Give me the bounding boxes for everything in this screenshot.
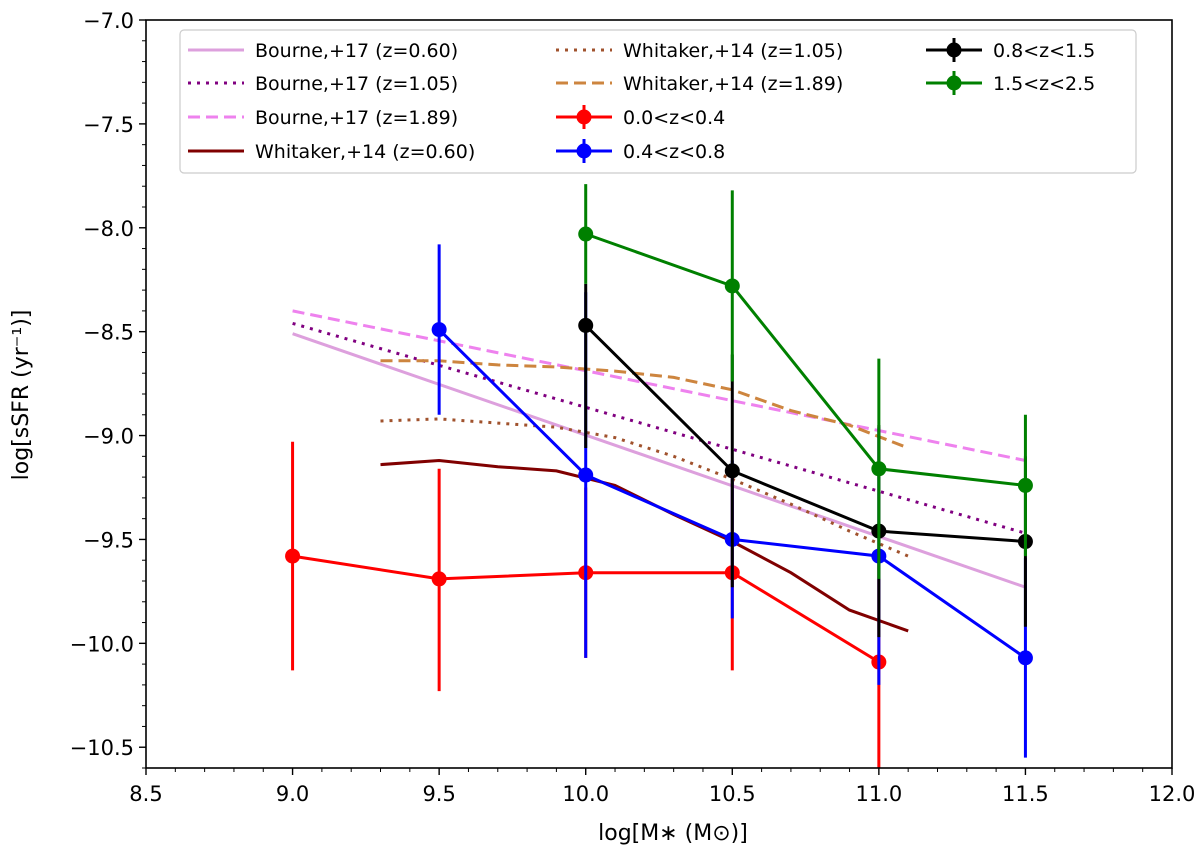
data-point-8-1 bbox=[724, 463, 740, 479]
legend-swatch-marker bbox=[946, 75, 962, 91]
legend-label: Bourne,+17 (z=0.60) bbox=[255, 40, 458, 62]
legend-entry-9: 1.5<z<2.5 bbox=[926, 71, 1095, 95]
axes: 8.5 9.0 9.5 10.0 10.5 11.0 11.5 12.0 −7.0 −7.5 −8.… bbox=[70, 9, 1196, 806]
legend-entry-3: Whitaker,+14 (z=0.60) bbox=[188, 141, 475, 163]
data-point-7-4 bbox=[1017, 650, 1033, 666]
data-point-6-0 bbox=[285, 548, 301, 564]
x-tick-label: 11.0 bbox=[855, 782, 902, 806]
series-line-8 bbox=[584, 324, 1026, 543]
x-tick-label: 10.0 bbox=[562, 782, 609, 806]
y-tick-label: −10.0 bbox=[70, 632, 134, 656]
legend-label: 0.0<z<0.4 bbox=[623, 107, 725, 129]
x-tick-label: 10.5 bbox=[709, 782, 756, 806]
plot-content bbox=[285, 184, 1033, 768]
plot-area bbox=[285, 184, 1033, 768]
legend-entry-0: Bourne,+17 (z=0.60) bbox=[188, 40, 458, 62]
data-point-7-0 bbox=[431, 322, 447, 338]
legend-entry-7: 0.4<z<0.8 bbox=[556, 139, 725, 163]
legend-entry-4: Whitaker,+14 (z=1.05) bbox=[556, 40, 843, 62]
legend-label: Whitaker,+14 (z=1.89) bbox=[623, 73, 843, 95]
legend-label: 1.5<z<2.5 bbox=[993, 73, 1095, 95]
legend-swatch-marker bbox=[576, 143, 592, 159]
series-line-9 bbox=[585, 232, 1026, 487]
legend-label: Bourne,+17 (z=1.05) bbox=[255, 73, 458, 95]
y-tick-label: −8.5 bbox=[83, 321, 134, 345]
legend-label: Whitaker,+14 (z=1.05) bbox=[623, 40, 843, 62]
y-tick-label: −9.0 bbox=[83, 425, 134, 449]
legend-entry-5: Whitaker,+14 (z=1.89) bbox=[556, 73, 843, 95]
legend-label: 0.4<z<0.8 bbox=[623, 141, 725, 163]
series-line-2 bbox=[292, 309, 1026, 462]
legend: Bourne,+17 (z=0.60) Bourne,+17 (z=1.05) Bo… bbox=[179, 29, 1137, 174]
legend-entry-6: 0.0<z<0.4 bbox=[556, 105, 725, 129]
y-tick-label: −7.0 bbox=[83, 9, 134, 33]
y-tick-label: −7.5 bbox=[83, 113, 134, 137]
y-tick-label: −9.5 bbox=[83, 528, 134, 552]
series-line-1 bbox=[292, 321, 1026, 535]
legend-swatch-marker bbox=[576, 109, 592, 125]
x-tick-label: 12.0 bbox=[1149, 782, 1196, 806]
legend-label: 0.8<z<1.5 bbox=[993, 40, 1095, 62]
x-tick-label: 9.5 bbox=[422, 782, 455, 806]
y-tick-label: −10.5 bbox=[70, 736, 134, 760]
legend-entry-1: Bourne,+17 (z=1.05) bbox=[188, 73, 458, 95]
legend-label: Bourne,+17 (z=1.89) bbox=[255, 107, 458, 129]
x-tick-label: 9.0 bbox=[276, 782, 309, 806]
x-tick-label: 11.5 bbox=[1002, 782, 1049, 806]
y-tick-label: −8.0 bbox=[83, 217, 134, 241]
data-point-6-1 bbox=[431, 571, 447, 587]
x-tick-label: 8.5 bbox=[129, 782, 162, 806]
legend-swatch-marker bbox=[946, 42, 962, 58]
data-point-7-1 bbox=[578, 467, 594, 483]
legend-label: Whitaker,+14 (z=0.60) bbox=[255, 141, 475, 163]
legend-box bbox=[179, 29, 1137, 174]
legend-entry-2: Bourne,+17 (z=1.89) bbox=[188, 107, 458, 129]
data-point-9-1 bbox=[724, 278, 740, 294]
data-point-9-3 bbox=[1017, 477, 1033, 493]
legend-entry-8: 0.8<z<1.5 bbox=[926, 38, 1095, 62]
y-axis-label: log[sSFR (yr⁻¹)] bbox=[9, 310, 34, 481]
x-axis-label: log[M∗ (M⊙)] bbox=[598, 821, 748, 846]
data-point-9-0 bbox=[578, 226, 594, 242]
series-line-0 bbox=[292, 332, 1026, 589]
data-point-8-0 bbox=[578, 317, 594, 333]
data-point-9-2 bbox=[871, 461, 887, 477]
